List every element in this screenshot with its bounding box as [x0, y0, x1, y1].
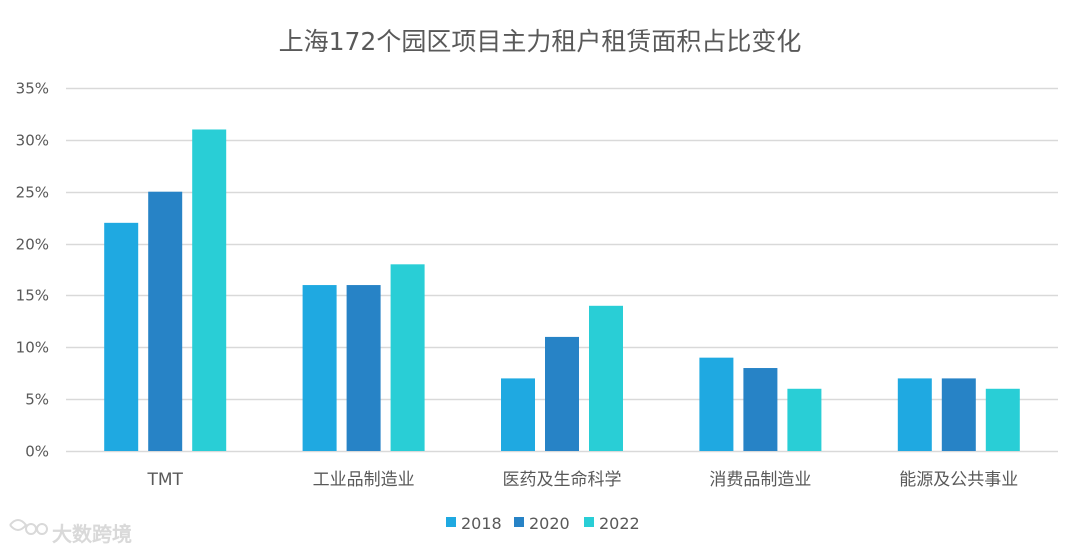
- bar-2022: [787, 388, 822, 451]
- watermark-text: 大数跨境: [52, 522, 132, 546]
- legend: 2018 2020 2022: [446, 514, 640, 533]
- bar-2018: [104, 222, 139, 451]
- y-tick-label: 0%: [25, 443, 49, 461]
- legend-label-2018: 2018: [461, 514, 502, 533]
- category-label: TMT: [146, 470, 183, 490]
- y-tick-label: 35%: [16, 80, 49, 98]
- watermark-logo-icon: [9, 519, 48, 535]
- chart-title: 上海172个园区项目主力租户租赁面积占比变化: [279, 27, 802, 56]
- bar-2018: [699, 357, 734, 451]
- bar-2022: [589, 305, 623, 451]
- legend-swatch-2018: [446, 517, 456, 527]
- y-tick-label: 5%: [25, 391, 49, 409]
- y-tick-label: 20%: [16, 236, 49, 254]
- bar-2020: [148, 191, 183, 451]
- legend-swatch-2022: [584, 517, 594, 527]
- legend-label-2020: 2020: [529, 514, 570, 533]
- bar-2022: [985, 388, 1020, 451]
- bar-2022: [390, 264, 425, 451]
- x-axis-category-labels: TMT 工业品制造业 医药及生命科学 消费品制造业 能源及公共事业: [146, 470, 1018, 490]
- bar-2020: [941, 378, 976, 451]
- y-tick-label: 10%: [16, 339, 49, 357]
- bars: [104, 129, 1020, 451]
- legend-swatch-2020: [514, 517, 524, 527]
- bar-2022: [192, 129, 227, 451]
- category-label: 能源及公共事业: [899, 470, 1018, 490]
- y-tick-label: 15%: [16, 287, 49, 305]
- category-label: 工业品制造业: [313, 470, 415, 490]
- bar-2018: [897, 378, 932, 451]
- y-axis-tick-labels: 0% 5% 10% 15% 20% 25% 30% 35%: [16, 80, 49, 461]
- bar-2018: [501, 378, 535, 451]
- legend-label-2022: 2022: [599, 514, 640, 533]
- category-label: 消费品制造业: [709, 470, 811, 490]
- y-tick-label: 25%: [16, 184, 49, 202]
- bar-2020: [346, 285, 381, 451]
- y-tick-label: 30%: [16, 132, 49, 150]
- bar-2020: [545, 336, 579, 451]
- bar-2018: [302, 285, 337, 451]
- watermark: 大数跨境: [9, 519, 132, 546]
- category-label: 医药及生命科学: [503, 470, 622, 490]
- bar-2020: [743, 368, 778, 451]
